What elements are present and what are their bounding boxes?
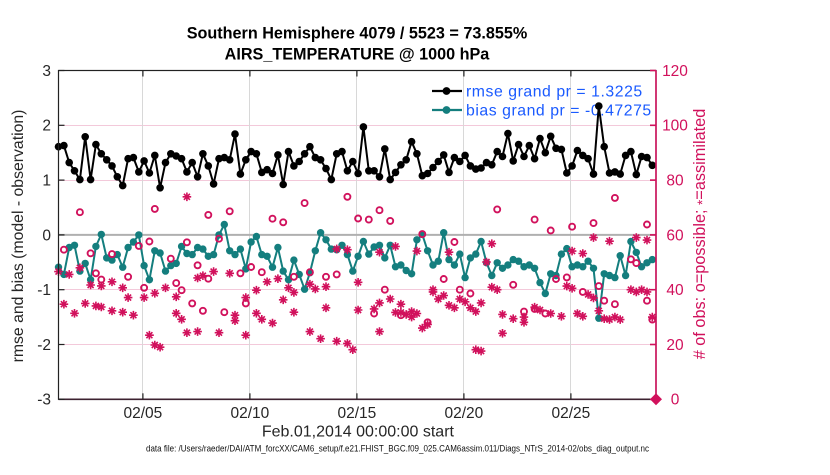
svg-text:rmse and bias (model - observa: rmse and bias (model - observation) xyxy=(10,110,27,363)
svg-text:2: 2 xyxy=(42,118,51,135)
svg-text:0: 0 xyxy=(42,227,51,244)
svg-text:3: 3 xyxy=(42,63,51,80)
svg-text:1: 1 xyxy=(42,173,51,190)
svg-text:0: 0 xyxy=(671,392,680,409)
svg-text:data file: /Users/raeder/DAI/A: data file: /Users/raeder/DAI/ATM_forcXX/… xyxy=(146,444,649,454)
svg-text:120: 120 xyxy=(662,63,688,80)
svg-text:Southern Hemisphere 4079 / 552: Southern Hemisphere 4079 / 5523 = 73.855… xyxy=(187,25,528,43)
svg-text:-3: -3 xyxy=(37,392,51,409)
svg-text:02/20: 02/20 xyxy=(445,405,484,422)
svg-text:02/10: 02/10 xyxy=(231,405,270,422)
svg-text:rmse grand pr = 1.3225: rmse grand pr = 1.3225 xyxy=(466,84,643,101)
svg-text:80: 80 xyxy=(666,173,684,190)
svg-text:-2: -2 xyxy=(37,337,51,354)
svg-text:100: 100 xyxy=(662,118,688,135)
svg-text:60: 60 xyxy=(666,227,684,244)
svg-text:02/15: 02/15 xyxy=(338,405,377,422)
svg-text:AIRS_TEMPERATURE @ 1000 hPa: AIRS_TEMPERATURE @ 1000 hPa xyxy=(225,46,491,64)
svg-text:02/05: 02/05 xyxy=(124,405,163,422)
svg-text:# of obs: o=possible; *=assimi: # of obs: o=possible; *=assimilated xyxy=(691,109,710,360)
svg-text:40: 40 xyxy=(666,282,684,299)
svg-text:02/25: 02/25 xyxy=(552,405,591,422)
svg-text:-1: -1 xyxy=(37,282,51,299)
svg-text:20: 20 xyxy=(666,337,684,354)
svg-text:Feb.01,2014 00:00:00 start: Feb.01,2014 00:00:00 start xyxy=(262,424,455,441)
svg-text:bias grand pr = -0.47275: bias grand pr = -0.47275 xyxy=(466,103,652,120)
